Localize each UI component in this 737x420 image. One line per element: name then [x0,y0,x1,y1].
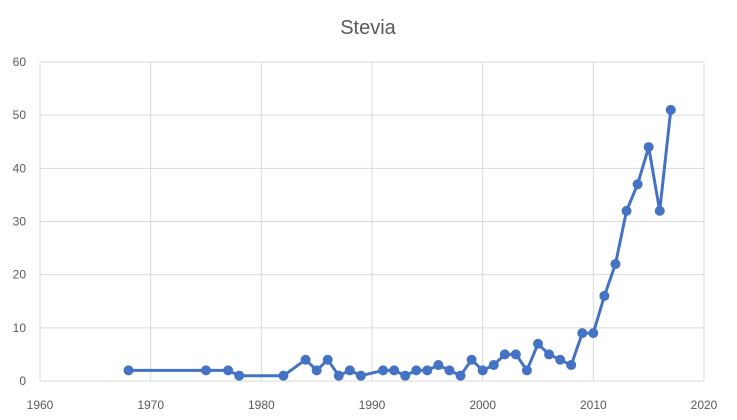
chart-title: Stevia [340,17,396,39]
data-point [389,365,400,376]
tick-labels: 0 10 20 30 40 50 60 1960 1970 1980 1990 2000 2010 202… [13,55,718,412]
data-point [577,328,588,339]
y-tick-label: 40 [13,161,27,175]
data-point [610,259,621,270]
data-point [344,365,355,376]
data-point [300,354,311,365]
data-point [278,370,289,381]
data-point [588,328,599,339]
y-tick-label: 10 [13,321,27,335]
data-point [599,290,610,301]
y-tick-label: 60 [13,55,27,69]
x-tick-label: 1960 [27,398,54,412]
data-point [322,354,333,365]
y-tick-label: 20 [13,268,27,282]
gridlines [40,61,705,381]
data-point [621,205,632,216]
data-point [355,370,366,381]
data-point [455,370,466,381]
data-point [234,370,245,381]
axes [39,62,704,382]
data-point [422,365,433,376]
y-tick-label: 0 [19,374,26,388]
data-point [488,360,499,371]
data-point [223,365,234,376]
data-point [654,205,665,216]
x-tick-label: 2020 [691,398,718,412]
data-point [510,349,521,360]
y-tick-label: 50 [13,108,27,122]
data-point [433,360,444,371]
data-point [444,365,455,376]
data-point [123,365,134,376]
x-tick-label: 1980 [248,398,275,412]
data-point [521,365,532,376]
data-point [665,104,676,115]
data-point [466,354,477,365]
x-tick-label: 2000 [469,398,496,412]
x-tick-label: 1990 [359,398,386,412]
series [123,104,676,381]
data-point [411,365,422,376]
data-point [566,360,577,371]
data-point [378,365,389,376]
x-tick-label: 1970 [137,398,164,412]
data-point [201,365,211,376]
data-point [533,338,543,349]
x-tick-label: 2010 [580,398,607,412]
data-point [499,349,510,360]
data-point [632,179,643,190]
data-point [311,365,322,376]
y-tick-label: 30 [13,215,27,229]
data-point [643,142,654,153]
data-point [333,370,344,381]
data-point [400,370,411,381]
data-point [477,365,488,376]
data-point [544,349,555,360]
data-point [555,354,566,365]
